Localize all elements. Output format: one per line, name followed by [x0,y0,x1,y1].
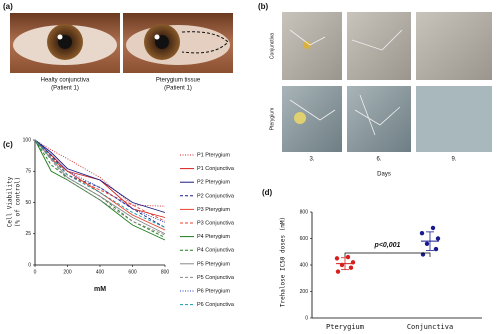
eye-photo [123,13,233,73]
dot [350,260,356,265]
x-tick-label: 600 [128,269,137,275]
eye-photo [10,13,120,73]
legend-label: P6 Conjunctiva [197,302,235,308]
dot [419,231,425,236]
panel-label: (a) [3,2,13,11]
x-tick-label: 0 [34,269,37,275]
panel-label: (d) [262,188,273,197]
x-tick-label: 800 [161,269,170,275]
y-tick-label: 100 [23,137,32,143]
dot [430,225,436,231]
x-tick-label: Pterygium [326,323,364,331]
legend-label: P3 Conjunctiva [197,220,235,226]
series-line [34,139,166,222]
dot [339,262,345,268]
legend-label: P3 Pterygium [197,207,230,213]
column-label: 3. [309,157,314,163]
x-tick-label: 400 [96,269,105,275]
y-tick-label: 50 [25,200,31,206]
legend-label: P4 Pterygium [197,234,230,240]
dot [433,246,439,252]
panel-label: (b) [258,2,269,11]
significance-bracket [344,252,431,257]
y-tick-label: 800 [300,209,309,215]
photo-caption: Healty conjunctiva [41,78,90,84]
photo-caption: (Patient 1) [51,86,79,92]
y-axis-label: Trehalose IC50 doses (mM) [280,217,287,307]
y-tick-label: 75 [25,169,31,175]
series-line [34,139,166,238]
y-tick-label: 200 [300,289,309,295]
legend-label: P4 Conjunctiva [197,248,235,254]
photo-caption: Pterygium tissue [156,78,201,84]
panel-label: (c) [3,140,13,149]
axis-label: Days [377,172,391,178]
legend-label: P6 Pterygium [197,288,230,294]
dot [345,254,351,260]
annotation: p<0,001 [374,242,401,249]
dot [335,269,341,274]
dot [334,256,340,261]
legend-label: P2 Pterygium [197,180,230,186]
y-tick-label: 400 [300,262,309,268]
photo-caption: (Patient 1) [164,86,192,92]
y-tick-label: 0 [305,315,308,321]
x-axis-label: mM [94,286,106,293]
y-axis-label: Cell Viability [7,176,14,227]
dot [435,236,441,241]
dot [424,241,430,246]
series-line [34,139,166,223]
series-line [34,139,166,207]
y-tick-label: 600 [300,236,309,242]
row-label: Pterygium [269,108,275,131]
series-line [34,139,166,213]
column-label: 9. [451,157,456,163]
y-axis-label: (% of control) [15,177,22,228]
series-line [34,139,166,235]
y-tick-label: 25 [25,231,31,237]
x-tick-label: Conjunctiva [407,323,453,331]
micrographs [282,12,492,152]
x-tick-label: 200 [63,269,72,275]
series-line [34,139,166,228]
legend-label: P1 Pterygium [197,152,230,158]
y-tick-label: 0 [28,262,31,268]
column-label: 6. [376,157,381,163]
series-line [34,139,166,236]
legend-label: P2 Conjunctiva [197,193,235,199]
series-line [34,139,166,228]
row-label: Conjunctiva [269,33,275,59]
dot [348,265,354,270]
legend-label: P5 Pterygium [197,261,230,267]
legend-label: P5 Conjunctiva [197,275,235,281]
series-line [34,139,166,241]
legend-label: P1 Conjunctiva [197,166,235,172]
